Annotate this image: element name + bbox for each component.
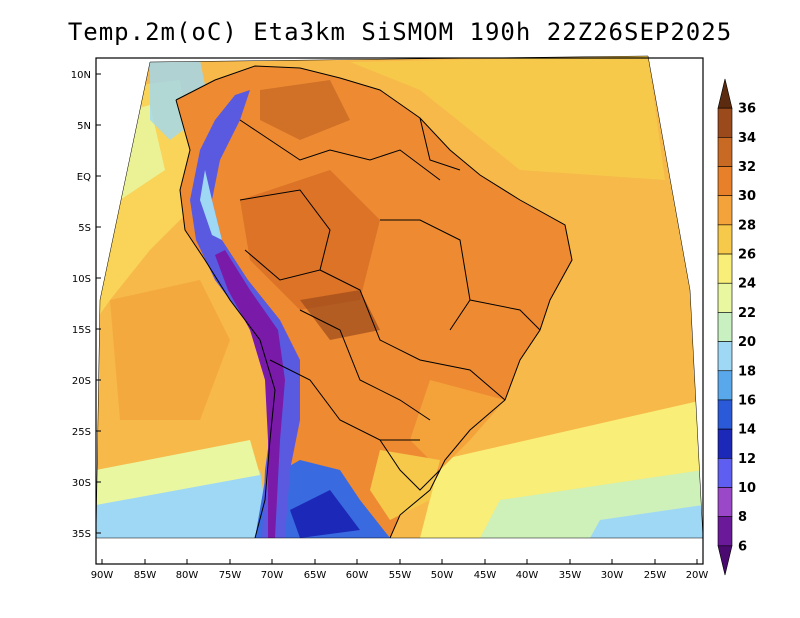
colorbar-label: 8 bbox=[738, 510, 747, 525]
lon-label: 80W bbox=[176, 570, 199, 581]
lon-label: 50W bbox=[431, 570, 454, 581]
lat-label: 15S bbox=[72, 325, 91, 336]
lat-label: 35S bbox=[72, 529, 91, 540]
amazon-hot-area bbox=[240, 170, 380, 310]
map-title: Temp.2m(oC) Eta3km SiSMOM 190h 22Z26SEP2… bbox=[67, 18, 733, 46]
lat-label: 20S bbox=[72, 376, 91, 387]
colorbar-label: 32 bbox=[738, 160, 756, 175]
lon-label: 25W bbox=[644, 570, 667, 581]
colorbar-segment bbox=[717, 195, 733, 226]
lon-label: 60W bbox=[346, 570, 369, 581]
lon-axis: 90W 85W 80W 75W 70W 65W 60W 55W 50W 45W … bbox=[91, 559, 709, 581]
lon-label: 85W bbox=[134, 570, 157, 581]
center-hot-area bbox=[300, 290, 380, 340]
south-pacific-cool bbox=[96, 470, 270, 538]
colorbar-segment bbox=[717, 107, 733, 138]
temperature-field bbox=[96, 56, 703, 538]
colorbar-segment bbox=[717, 428, 733, 459]
andes-cool-edge bbox=[200, 170, 222, 240]
lon-label: 40W bbox=[516, 570, 539, 581]
colorbar-label: 14 bbox=[738, 423, 756, 438]
colorbar-segment bbox=[717, 341, 733, 372]
venezuela-hot-area bbox=[260, 80, 350, 140]
lon-label: 55W bbox=[389, 570, 412, 581]
colorbar-label: 12 bbox=[738, 452, 756, 467]
colorbar-max-triangle bbox=[717, 78, 733, 109]
colorbar-label: 16 bbox=[738, 393, 756, 408]
lat-label: 5N bbox=[77, 121, 91, 132]
colorbar-segment bbox=[717, 370, 733, 401]
pacific-warm-area bbox=[110, 280, 230, 420]
colorbar-min-triangle bbox=[717, 545, 733, 576]
colorbar: 36 34 32 30 28 26 24 22 20 18 16 14 12 10 8 6 bbox=[717, 78, 756, 576]
lon-label: 65W bbox=[304, 570, 327, 581]
colorbar-segment bbox=[717, 457, 733, 488]
colorbar-label: 34 bbox=[738, 131, 756, 146]
lat-label: 5S bbox=[78, 223, 91, 234]
lat-label: 10N bbox=[71, 70, 91, 81]
patagonia-colder-area bbox=[290, 490, 360, 538]
lon-label: 90W bbox=[91, 570, 114, 581]
lon-label: 70W bbox=[261, 570, 284, 581]
colorbar-segment bbox=[717, 253, 733, 284]
andes-coldest-band bbox=[215, 250, 285, 538]
colorbar-segment bbox=[717, 312, 733, 342]
south-atlantic-cold bbox=[590, 505, 703, 538]
colorbar-segment bbox=[717, 399, 733, 430]
country-borders bbox=[175, 65, 573, 538]
colorbar-segment bbox=[717, 282, 733, 313]
colorbar-segment bbox=[717, 487, 733, 517]
lat-label: 10S bbox=[72, 274, 91, 285]
lon-label: 75W bbox=[219, 570, 242, 581]
colorbar-label: 30 bbox=[738, 189, 756, 204]
colorbar-label: 20 bbox=[738, 335, 756, 350]
uruguay-mild-area bbox=[370, 450, 440, 520]
colorbar-segment bbox=[717, 516, 733, 547]
colorbar-segment bbox=[717, 224, 733, 255]
lat-label: 25S bbox=[72, 427, 91, 438]
lon-label: 30W bbox=[601, 570, 624, 581]
lon-label: 35W bbox=[559, 570, 582, 581]
lat-label: 30S bbox=[72, 478, 91, 489]
colorbar-label: 6 bbox=[738, 539, 747, 554]
south-pacific-mild bbox=[96, 440, 260, 505]
colorbar-segment bbox=[717, 166, 733, 197]
colorbar-label: 28 bbox=[738, 218, 756, 233]
colorbar-label: 10 bbox=[738, 481, 756, 496]
colorbar-label: 26 bbox=[738, 248, 756, 263]
colorbar-label: 22 bbox=[738, 306, 756, 321]
lat-axis: 10N 5N EQ 5S 10S 15S 20S 25S 30S 35S bbox=[71, 70, 101, 540]
north-atlantic bbox=[350, 56, 665, 180]
lat-label: EQ bbox=[77, 172, 91, 183]
lon-label: 45W bbox=[474, 570, 497, 581]
colorbar-segment bbox=[717, 137, 733, 167]
colorbar-label: 36 bbox=[738, 102, 756, 117]
colorbar-label: 24 bbox=[738, 277, 756, 292]
lon-label: 20W bbox=[686, 570, 709, 581]
southeast-mild-area bbox=[410, 380, 505, 470]
colorbar-label: 18 bbox=[738, 364, 756, 379]
